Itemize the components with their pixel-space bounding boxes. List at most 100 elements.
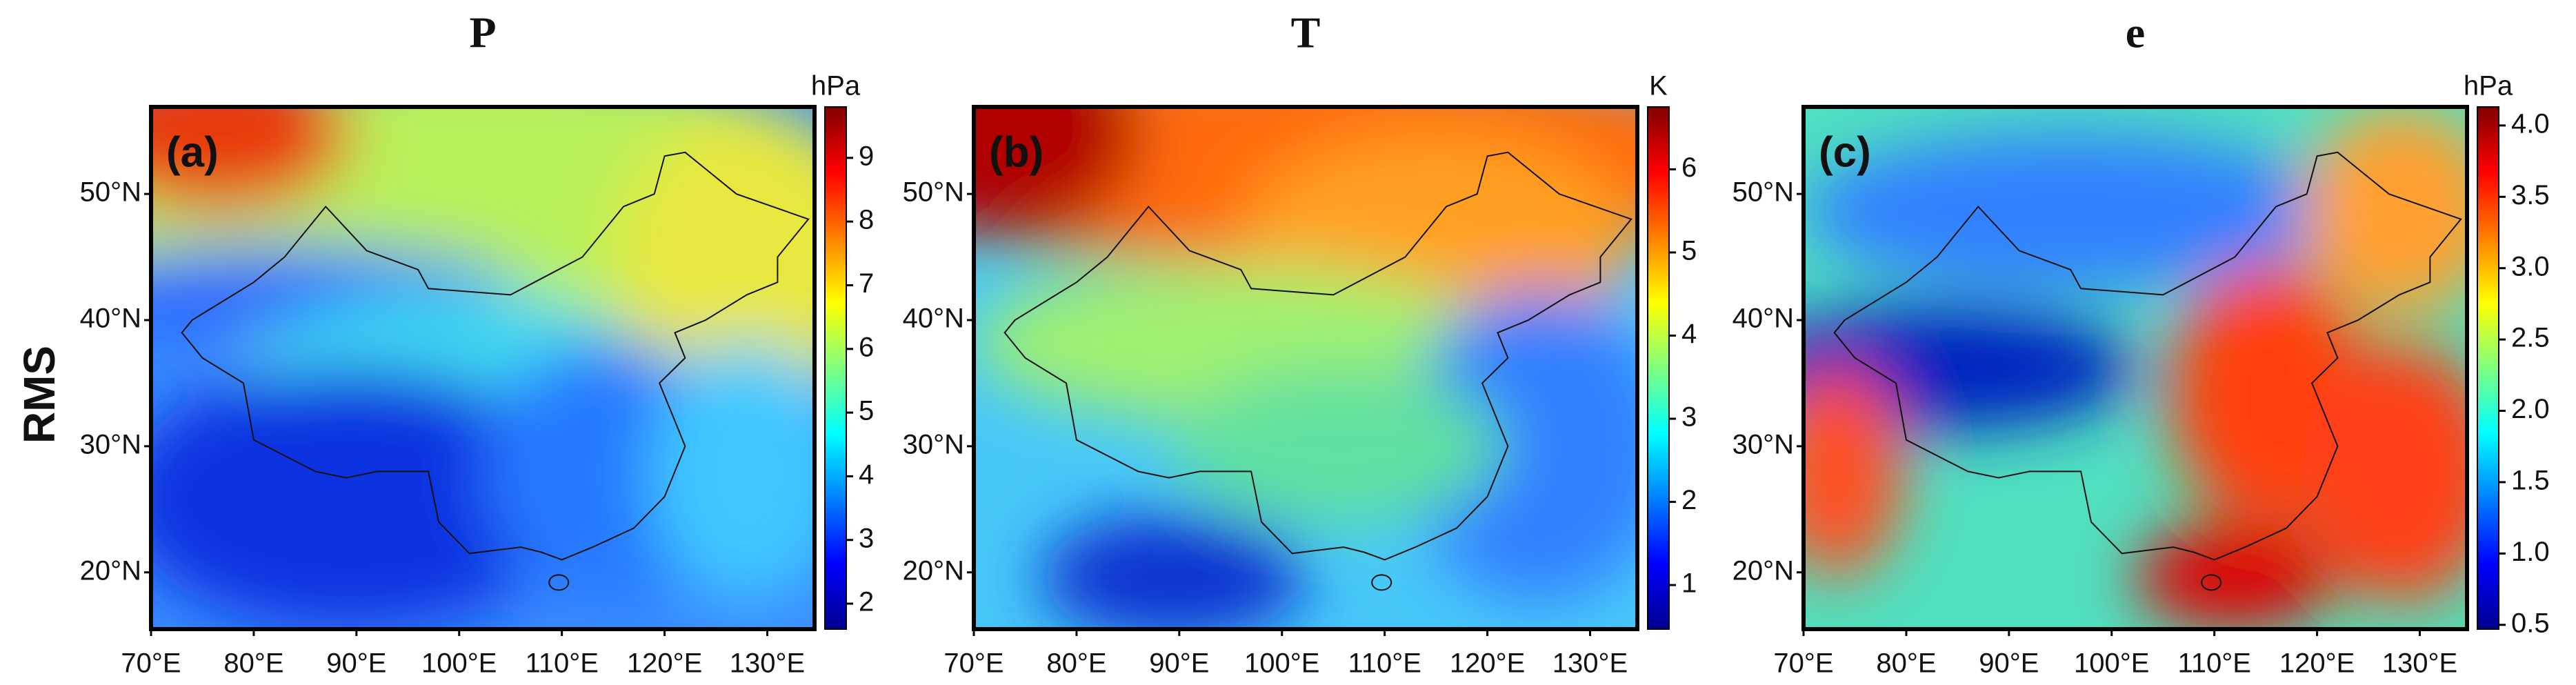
x-tick-label: 80°E bbox=[223, 648, 283, 679]
x-tick-label: 110°E bbox=[1348, 648, 1421, 679]
panel-label: (b) bbox=[989, 128, 1044, 176]
colorbar bbox=[2477, 106, 2499, 630]
island bbox=[2201, 574, 2222, 591]
x-tick-label: 90°E bbox=[1979, 648, 2039, 679]
country-border bbox=[181, 151, 810, 561]
colorbar-tick-label: 9 bbox=[859, 141, 874, 171]
y-tick-label: 20°N bbox=[903, 555, 964, 586]
colorbar-tick-label: 3.0 bbox=[2511, 251, 2550, 281]
colorbar-unit: hPa bbox=[2464, 71, 2513, 101]
colorbar-tick-label: 8 bbox=[859, 205, 874, 235]
map-field bbox=[151, 107, 350, 212]
x-tick-label: 90°E bbox=[326, 648, 386, 679]
colorbar-tick-label: 1.5 bbox=[2511, 466, 2550, 496]
colorbar-unit: K bbox=[1649, 71, 1668, 101]
y-tick-label: 40°N bbox=[80, 304, 141, 334]
colorbar-tick-label: 4.0 bbox=[2511, 108, 2550, 139]
colorbar-tick-label: 7 bbox=[859, 268, 874, 299]
x-tick-label: 80°E bbox=[1876, 648, 1936, 679]
map-frame bbox=[1801, 105, 2469, 631]
map bbox=[1804, 107, 2467, 629]
x-tick-label: 70°E bbox=[1773, 648, 1833, 679]
panel-title: P bbox=[469, 8, 496, 57]
x-tick-label: 70°E bbox=[121, 648, 181, 679]
island bbox=[1371, 574, 1392, 591]
colorbar-unit: hPa bbox=[811, 71, 861, 101]
panel-title: T bbox=[1291, 8, 1321, 57]
colorbar-tick-label: 4 bbox=[1681, 319, 1697, 349]
map-field bbox=[974, 107, 1637, 629]
y-tick-label: 50°N bbox=[903, 177, 964, 208]
country-border bbox=[1004, 151, 1633, 561]
map-field bbox=[151, 107, 815, 629]
map-field bbox=[974, 107, 1140, 238]
map-field bbox=[1804, 107, 2467, 629]
map-field bbox=[1804, 305, 2135, 431]
map bbox=[151, 107, 815, 629]
x-tick-label: 120°E bbox=[1450, 648, 1525, 679]
colorbar bbox=[1647, 106, 1670, 630]
panel-label: (c) bbox=[1819, 128, 1871, 176]
colorbar-tick-label: 2.0 bbox=[2511, 394, 2550, 424]
y-tick-label: 50°N bbox=[80, 177, 141, 208]
map-frame bbox=[149, 105, 817, 631]
colorbar-tick-label: 3.5 bbox=[2511, 180, 2550, 210]
colorbar-tick-label: 5 bbox=[859, 396, 874, 426]
y-tick-label: 30°N bbox=[903, 429, 964, 459]
panel: (c) e 70°E 80°E 90°E 100°E 110°E 120°E 130°E 20°N… bbox=[1733, 8, 2550, 679]
colorbar-tick-label: 3 bbox=[859, 523, 874, 553]
y-tick-label: 30°N bbox=[80, 429, 141, 459]
colorbar-tick-label: 4 bbox=[859, 459, 874, 490]
map-field bbox=[1804, 132, 2335, 290]
map-field bbox=[1804, 368, 1904, 577]
panel: (a) P 70°E 80°E 90°E 100°E 110°E 120°E 130°E 20°N… bbox=[80, 8, 875, 679]
colorbar-tick-label: 1.0 bbox=[2511, 537, 2550, 567]
map bbox=[974, 107, 1637, 629]
x-tick-label: 120°E bbox=[2279, 648, 2355, 679]
x-tick-label: 130°E bbox=[730, 648, 805, 679]
x-tick-label: 100°E bbox=[1244, 648, 1319, 679]
map-field bbox=[2301, 107, 2467, 316]
map-field bbox=[1405, 290, 1637, 604]
y-tick-label: 30°N bbox=[1733, 429, 1794, 459]
y-tick-label: 20°N bbox=[80, 555, 141, 586]
colorbar-tick-label: 5 bbox=[1681, 236, 1697, 266]
x-tick-label: 110°E bbox=[2177, 648, 2250, 679]
x-tick-label: 120°E bbox=[627, 648, 702, 679]
x-tick-label: 90°E bbox=[1149, 648, 1209, 679]
panel-title: e bbox=[2126, 8, 2145, 57]
x-tick-label: 130°E bbox=[1552, 648, 1628, 679]
island bbox=[548, 574, 570, 591]
colorbar-tick-label: 6 bbox=[859, 332, 874, 362]
y-tick-label: 20°N bbox=[1733, 555, 1794, 586]
y-tick-label: 40°N bbox=[1733, 304, 1794, 334]
x-tick-label: 100°E bbox=[2074, 648, 2149, 679]
map-field bbox=[2135, 524, 2335, 629]
colorbar-tick-label: 2.5 bbox=[2511, 323, 2550, 353]
colorbar-tick-label: 2 bbox=[859, 587, 874, 617]
colorbar bbox=[824, 106, 847, 630]
colorbar-tick-label: 2 bbox=[1681, 485, 1697, 515]
y-tick-label: 50°N bbox=[1733, 177, 1794, 208]
x-tick-label: 100°E bbox=[421, 648, 497, 679]
map-field bbox=[1040, 514, 1306, 629]
map-field bbox=[648, 341, 815, 604]
map-field bbox=[2301, 341, 2467, 604]
colorbar-tick-label: 6 bbox=[1681, 152, 1697, 183]
x-tick-label: 80°E bbox=[1046, 648, 1106, 679]
panel: (b) T 70°E 80°E 90°E 100°E 110°E 120°E 130°E 20°N… bbox=[903, 8, 1697, 679]
map-field bbox=[151, 368, 583, 629]
x-tick-label: 70°E bbox=[943, 648, 1004, 679]
x-tick-label: 110°E bbox=[525, 648, 598, 679]
map-field bbox=[1172, 368, 1505, 525]
row-label: RMS bbox=[14, 346, 64, 444]
y-tick-label: 40°N bbox=[903, 304, 964, 334]
colorbar-tick-label: 1 bbox=[1681, 568, 1697, 599]
x-tick-label: 130°E bbox=[2382, 648, 2457, 679]
colorbar-tick-label: 3 bbox=[1681, 402, 1697, 433]
colorbar-tick-label: 0.5 bbox=[2511, 608, 2550, 638]
country-border bbox=[1833, 151, 2462, 561]
map-field bbox=[615, 107, 815, 421]
map-frame bbox=[972, 105, 1639, 631]
